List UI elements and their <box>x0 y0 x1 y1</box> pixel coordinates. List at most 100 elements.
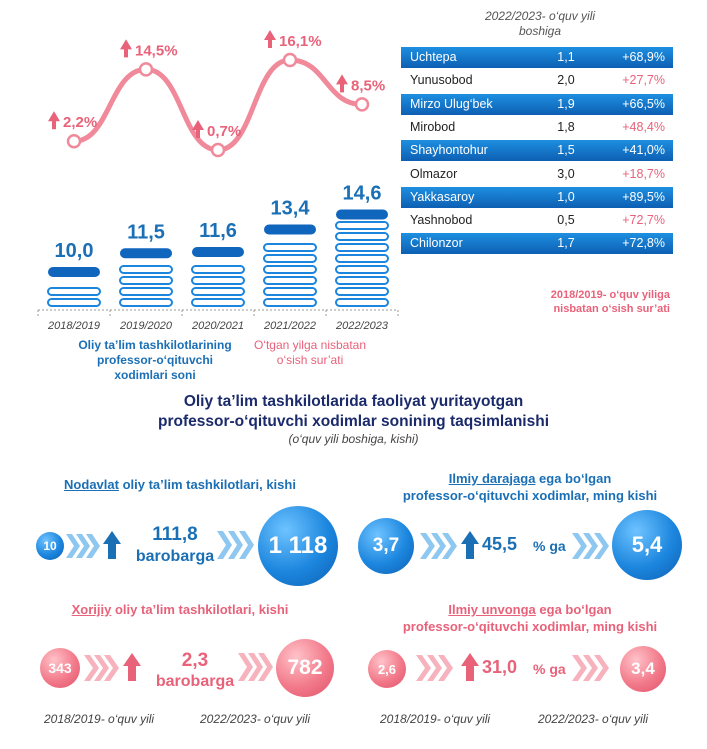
nodavlat-up-arrow-icon <box>103 531 121 559</box>
nodavlat-multiplier: 111,8 <box>152 524 198 545</box>
district-name: Yunusobod <box>410 73 473 88</box>
ilmiy-unvon-to-circle: 3,4 <box>620 646 666 692</box>
bar-segment <box>191 276 245 285</box>
table-row: Mirobod 1,8 +48,4% <box>401 116 673 138</box>
district-growth: +72,7% <box>622 213 665 228</box>
growth-label: 2,2% <box>63 114 97 131</box>
xorijiy-multiplier: 2,3 <box>181 650 209 671</box>
district-growth: +18,7% <box>622 166 665 181</box>
ilmiy-unvon-pct: 31,0 <box>482 657 518 677</box>
table-note-line2: nisbatan o‘sish sur’ati <box>553 303 670 315</box>
bar-segment <box>335 265 389 274</box>
xorijiy-from-circle: 343 <box>40 648 80 688</box>
district-name: Mirzo Ulug‘bek <box>410 96 493 111</box>
bar-cap <box>336 209 388 220</box>
xorijiy-to-circle: 782 <box>276 639 334 697</box>
legend-line: O‘tgan yilga nisbatan o‘sish sur’ati <box>240 338 380 368</box>
district-value: 1,0 <box>557 189 575 204</box>
bar-segment <box>47 298 101 307</box>
bar-cap <box>192 247 244 257</box>
district-name: Yashnobod <box>410 213 473 228</box>
nodavlat-unit: barobarga <box>135 548 215 565</box>
growth-point <box>210 142 226 158</box>
bar-segment <box>335 232 389 241</box>
bar-value-label: 11,6 <box>199 220 237 242</box>
district-growth: +48,4% <box>622 119 665 134</box>
bar-segment <box>191 298 245 307</box>
ilmiy-daraja-to-circle: 5,4 <box>612 510 682 580</box>
district-name: Mirobod <box>410 119 456 134</box>
nodavlat-to-circle: 1 118 <box>258 506 338 586</box>
ilmiy-unvon-title-underlined: Ilmiy unvonga <box>448 602 536 617</box>
xorijiy-up-arrow-icon <box>123 653 141 681</box>
ilmiy-daraja-up-arrow-icon <box>461 531 479 559</box>
district-growth: +41,0% <box>622 143 665 158</box>
ilmiy-unvon-title-rest: ega bo‘lgan <box>535 602 612 617</box>
table-note-line1: 2018/2019- o‘quv yiliga <box>550 289 670 301</box>
bar-value-label: 13,4 <box>271 198 311 220</box>
ilmiy-unvon-chevrons-2 <box>572 655 609 681</box>
growth-up-arrow-icon <box>336 74 348 93</box>
growth-point <box>66 133 82 149</box>
district-value: 3,0 <box>557 166 575 181</box>
bar-segment <box>263 298 317 307</box>
ilmiy-daraja-unit: % ga <box>533 538 566 554</box>
xorijiy-title-rest: oliy ta’lim tashkilotlari, kishi <box>111 602 289 617</box>
growth-label: 8,5% <box>351 77 385 94</box>
bar-segment <box>119 298 173 307</box>
district-value: 1,8 <box>557 119 575 134</box>
district-value: 1,7 <box>557 236 575 251</box>
bar-segment <box>191 265 245 274</box>
growth-up-arrow-icon <box>48 111 60 130</box>
district-name: Olmazor <box>410 166 458 181</box>
bar-segment <box>335 298 389 307</box>
bar-cap <box>48 267 100 277</box>
growth-point <box>138 62 154 77</box>
bar-segment <box>119 287 173 296</box>
ilmiy-daraja-chevrons-1 <box>420 533 457 559</box>
xorijiy-chevrons-1 <box>84 655 119 681</box>
table-row: Yakkasaroy 1,0 +89,5% <box>401 186 673 208</box>
nodavlat-title-underlined: Nodavlat <box>64 477 119 492</box>
district-value: 2,0 <box>557 73 575 88</box>
table-header-line2: boshiga <box>518 24 562 38</box>
category-label: 2018/2019 <box>47 320 100 332</box>
nodavlat-chevrons-2 <box>217 531 254 559</box>
table-row: Mirzo Ulug‘bek 1,9 +66,5% <box>401 93 673 115</box>
district-value: 1,9 <box>557 96 575 111</box>
table-header-line1: 2022/2023- o‘quv yili <box>484 9 596 23</box>
nodavlat-from-circle: 10 <box>36 532 64 560</box>
district-name: Shayhontohur <box>410 143 488 158</box>
ilmiy-unvon-unit: % ga <box>533 661 566 677</box>
category-label: 2021/2022 <box>263 320 316 332</box>
ilmiy-unvon-title-line2: professor-o‘qituvchi xodimlar, ming kish… <box>402 619 658 634</box>
district-name: Uchtepa <box>410 50 457 64</box>
bar-segment <box>191 287 245 296</box>
main-title: Oliy ta’lim tashkilotlarida faoliyat yur… <box>0 392 707 432</box>
legend-bars-line3: xodimlari soni <box>114 368 196 382</box>
bar-segment <box>263 243 317 252</box>
bar-cap <box>120 248 172 259</box>
district-growth: +89,5% <box>622 189 665 204</box>
category-label: 2020/2021 <box>191 320 244 332</box>
xorijiy-chevrons-2 <box>238 653 273 681</box>
growth-point <box>354 97 370 112</box>
ilmiy-unvon-title: Ilmiy unvonga ega bo‘lgan professor-o‘qi… <box>370 601 690 635</box>
bar-segment <box>263 254 317 263</box>
ilmiy-daraja-chevrons-2 <box>572 533 609 559</box>
table-row: Yunusobod 2,0 +27,7% <box>401 70 673 92</box>
main-title-line2: professor-o‘qituvchi xodimlar sonining t… <box>158 413 549 430</box>
growth-up-arrow-icon <box>192 120 204 138</box>
district-value: 1,5 <box>557 143 575 158</box>
ilmiy-unvon-from-circle: 2,6 <box>368 650 406 688</box>
legend-line-line2: o‘sish sur’ati <box>276 353 344 367</box>
ilmiy-daraja-title-line2: professor-o‘qituvchi xodimlar, ming kish… <box>402 488 658 503</box>
table-row: Chilonzor 1,7 +72,8% <box>401 233 673 255</box>
bar-segment <box>335 287 389 296</box>
table-row: Shayhontohur 1,5 +41,0% <box>401 140 673 162</box>
table-row: Olmazor 3,0 +18,7% <box>401 163 673 185</box>
district-growth: +27,7% <box>622 73 665 88</box>
district-value: 0,5 <box>557 213 575 228</box>
footer-right-from: 2018/2019- o‘quv yili <box>380 712 491 726</box>
nodavlat-title-rest: oliy ta’lim tashkilotlari, kishi <box>118 477 296 492</box>
